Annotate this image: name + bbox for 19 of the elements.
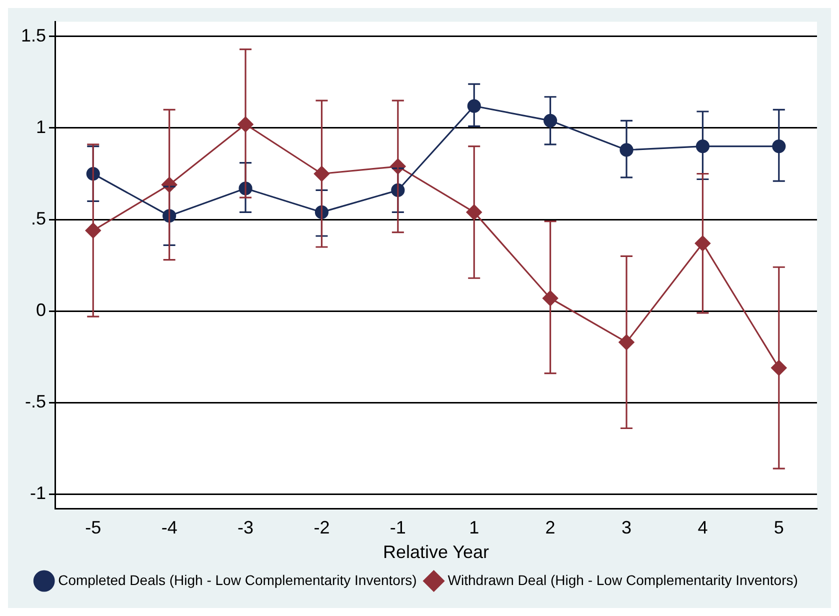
x-axis-title: Relative Year — [382, 542, 490, 562]
y-tick-label: -1 — [30, 483, 46, 504]
x-tick-label: 4 — [698, 518, 708, 538]
y-tick-label: 1 — [36, 116, 46, 137]
x-tick-label: 3 — [622, 518, 632, 538]
x-tick-label: -5 — [85, 518, 102, 538]
y-tick-label: -.5 — [25, 392, 46, 412]
x-tick-label: -3 — [238, 518, 254, 538]
legend-label: Withdrawn Deal (High - Low Complementarity Inventors) — [448, 572, 798, 588]
x-tick-label: 5 — [774, 518, 784, 538]
x-tick-label: -4 — [161, 518, 178, 538]
y-tick-label: 0 — [36, 300, 46, 320]
x-tick-label: -2 — [314, 518, 330, 538]
x-tick-label: 1 — [469, 518, 480, 538]
legend-label: Completed Deals (High - Low Complementarity Inventors) — [58, 572, 417, 588]
y-tick-label: .5 — [31, 208, 46, 228]
y-tick-label: 1.5 — [20, 25, 46, 46]
x-tick-label: -1 — [390, 518, 406, 538]
x-tick-label: 2 — [545, 518, 556, 538]
